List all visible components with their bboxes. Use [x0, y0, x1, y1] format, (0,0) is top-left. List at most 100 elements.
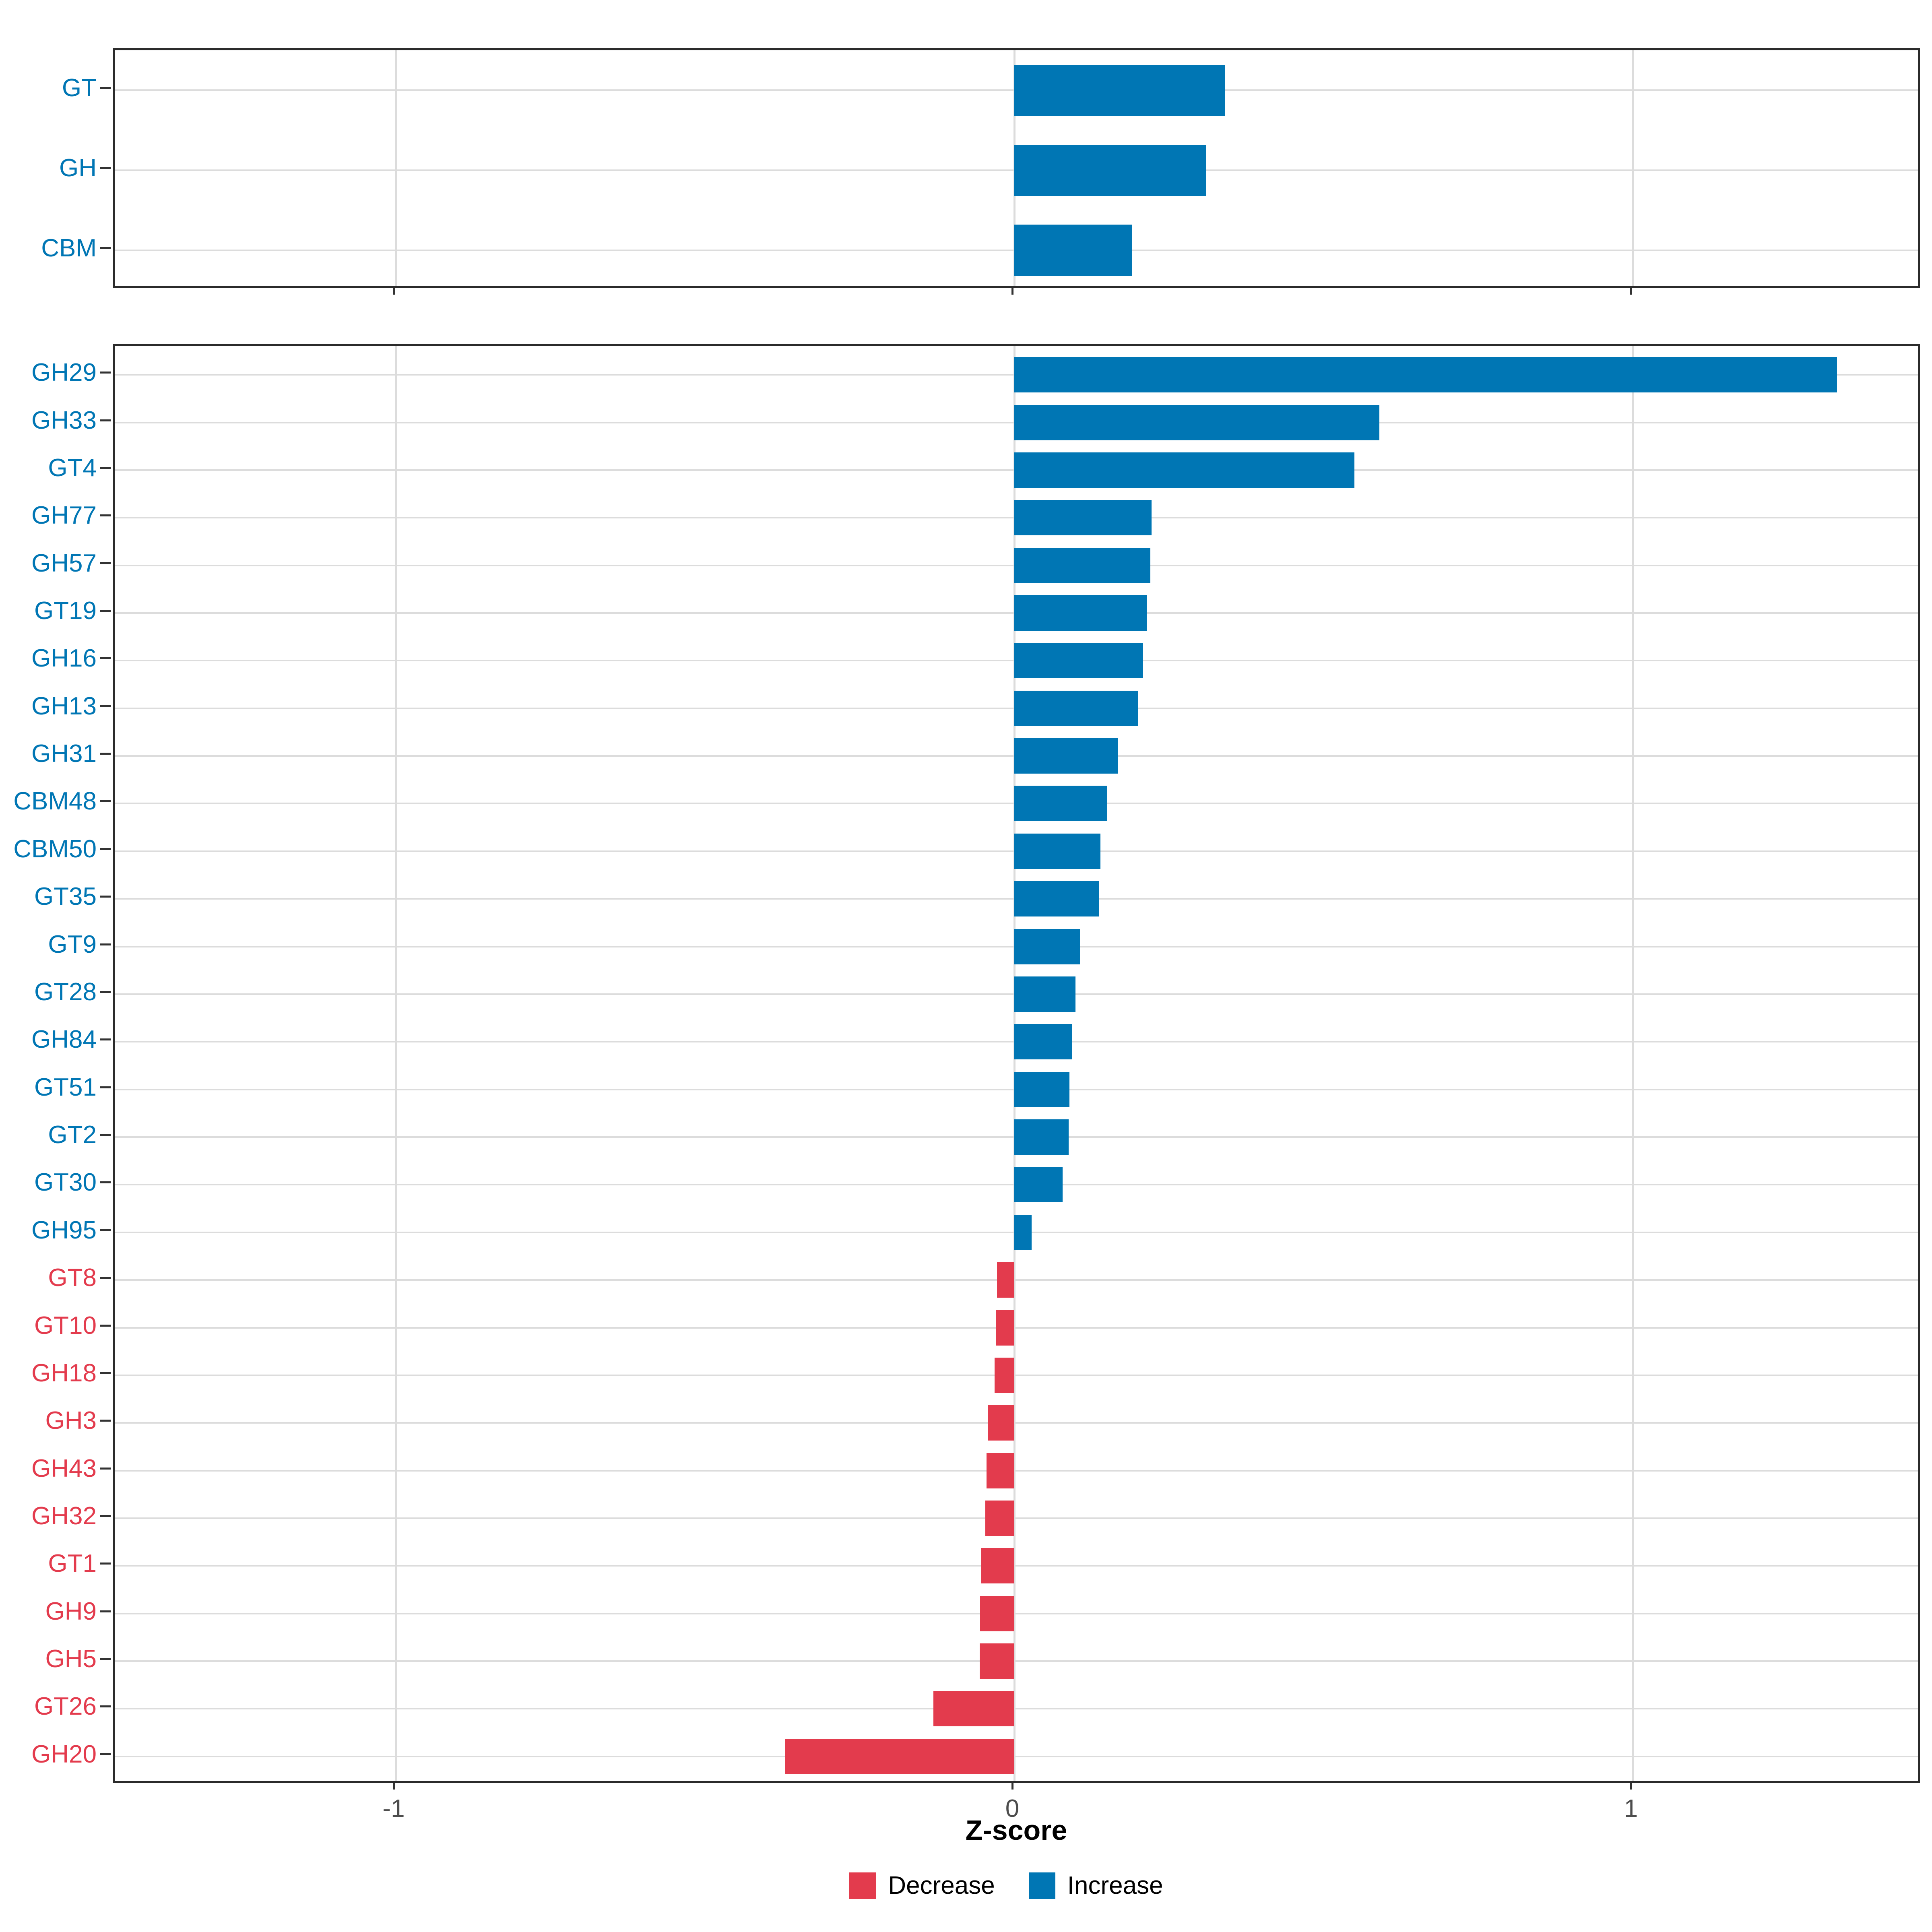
x-tick-label: 1 — [1624, 1795, 1638, 1823]
axis-tick — [100, 943, 111, 945]
bar-gh — [1014, 144, 1206, 196]
bar-gh77 — [1014, 500, 1152, 536]
bar-cbm48 — [1014, 786, 1107, 822]
axis-tick — [100, 848, 111, 850]
x-axis-tick — [1011, 288, 1013, 295]
x-tick-label: 0 — [1005, 1795, 1020, 1823]
axis-tick — [100, 1277, 111, 1279]
axis-tick — [100, 1420, 111, 1422]
category-label-gt51: GT51 — [34, 1073, 97, 1101]
category-label-gh16: GH16 — [31, 644, 97, 673]
bar-gt28 — [1014, 976, 1076, 1012]
x-tick-label: -1 — [382, 1795, 405, 1823]
legend-item-increase: Increase — [1028, 1870, 1163, 1902]
category-label-gh: GH — [59, 154, 97, 182]
axis-tick — [100, 1610, 111, 1612]
legend-label-increase: Increase — [1067, 1872, 1163, 1899]
axis-tick — [100, 466, 111, 469]
y-gridline — [115, 1565, 1918, 1567]
category-label-gt10: GT10 — [34, 1311, 97, 1340]
y-gridline — [115, 1327, 1918, 1329]
bar-gt4 — [1014, 452, 1355, 488]
y-gridline — [115, 1470, 1918, 1472]
y-gridline — [115, 1755, 1918, 1757]
axis-tick — [100, 1753, 111, 1755]
axis-tick — [100, 1372, 111, 1374]
x-axis-tick — [1630, 1783, 1632, 1790]
category-label-gt30: GT30 — [34, 1168, 97, 1197]
x-gridline — [1632, 346, 1634, 1781]
legend-item-decrease: Decrease — [849, 1870, 995, 1902]
bar-gt10 — [995, 1310, 1014, 1346]
bar-gh29 — [1014, 357, 1837, 393]
x-axis-tick — [1011, 1783, 1013, 1790]
category-label-gh13: GH13 — [31, 692, 97, 720]
bar-cbm50 — [1014, 833, 1100, 869]
bar-gh20 — [785, 1738, 1014, 1774]
axis-tick — [100, 800, 111, 803]
x-axis-title: Z-score — [965, 1814, 1067, 1846]
bar-gh31 — [1014, 738, 1118, 774]
bar-gt19 — [1014, 595, 1148, 631]
bar-gh57 — [1014, 547, 1151, 583]
category-label-gh95: GH95 — [31, 1216, 97, 1244]
axis-tick — [100, 991, 111, 993]
bar-gh3 — [988, 1405, 1014, 1441]
category-label-gh3: GH3 — [45, 1407, 97, 1435]
bar-gh16 — [1014, 643, 1143, 679]
legend-label-decrease: Decrease — [888, 1872, 995, 1899]
axis-tick — [100, 1181, 111, 1184]
axis-tick — [100, 87, 111, 89]
plot-area-bottom — [113, 344, 1920, 1783]
axis-tick — [100, 705, 111, 707]
category-label-gh32: GH32 — [31, 1502, 97, 1530]
x-axis-tick — [1630, 288, 1632, 295]
y-gridline — [115, 1374, 1918, 1376]
bar-gh43 — [986, 1453, 1014, 1488]
category-label-gt28: GT28 — [34, 978, 97, 1006]
bar-gh95 — [1014, 1214, 1032, 1250]
bar-gt26 — [933, 1691, 1014, 1727]
bar-gh13 — [1014, 690, 1138, 726]
axis-tick — [100, 419, 111, 421]
y-gridline — [115, 1708, 1918, 1710]
x-gridline — [395, 50, 397, 286]
category-label-cbm50: CBM50 — [13, 835, 97, 863]
panel-top-categories: GT GH CBM — [41, 48, 1920, 295]
bar-gt1 — [981, 1548, 1014, 1584]
axis-tick — [100, 562, 111, 564]
category-label-cbm: CBM — [41, 234, 97, 262]
category-label-gh9: GH9 — [45, 1597, 97, 1625]
category-label-gt4: GT4 — [48, 454, 97, 482]
y-gridline — [115, 1517, 1918, 1519]
bar-gt8 — [997, 1262, 1014, 1298]
axis-tick — [100, 1563, 111, 1565]
x-gridline — [395, 346, 397, 1781]
category-label-gt26: GT26 — [34, 1693, 97, 1721]
axis-tick — [100, 657, 111, 660]
category-label-gt19: GT19 — [34, 597, 97, 625]
category-label-cbm48: CBM48 — [13, 787, 97, 815]
bar-gh33 — [1014, 405, 1379, 440]
axis-tick — [100, 167, 111, 169]
bar-gh32 — [985, 1500, 1014, 1536]
y-gridline — [115, 1279, 1918, 1281]
category-label-gt2: GT2 — [48, 1121, 97, 1149]
bar-gh84 — [1014, 1024, 1073, 1060]
axis-tick — [100, 1705, 111, 1708]
x-gridline — [1632, 50, 1634, 286]
bar-gt2 — [1014, 1119, 1069, 1155]
category-label-gt8: GT8 — [48, 1264, 97, 1292]
bar-gt9 — [1014, 929, 1080, 964]
category-label-gh43: GH43 — [31, 1454, 97, 1482]
legend: Decrease Increase — [40, 1870, 1932, 1902]
category-label-gh20: GH20 — [31, 1740, 97, 1768]
axis-tick — [100, 1086, 111, 1088]
axis-tick — [100, 514, 111, 517]
panel-bottom-families: GH29 GH33 GT4 GH77 GH57 GT19 GH16 GH13 GH31 CBM48… — [13, 344, 1920, 1823]
axis-tick — [100, 1229, 111, 1231]
axis-tick — [100, 1324, 111, 1327]
increase-swatch-icon — [1028, 1872, 1055, 1899]
category-label-gh31: GH31 — [31, 740, 97, 768]
